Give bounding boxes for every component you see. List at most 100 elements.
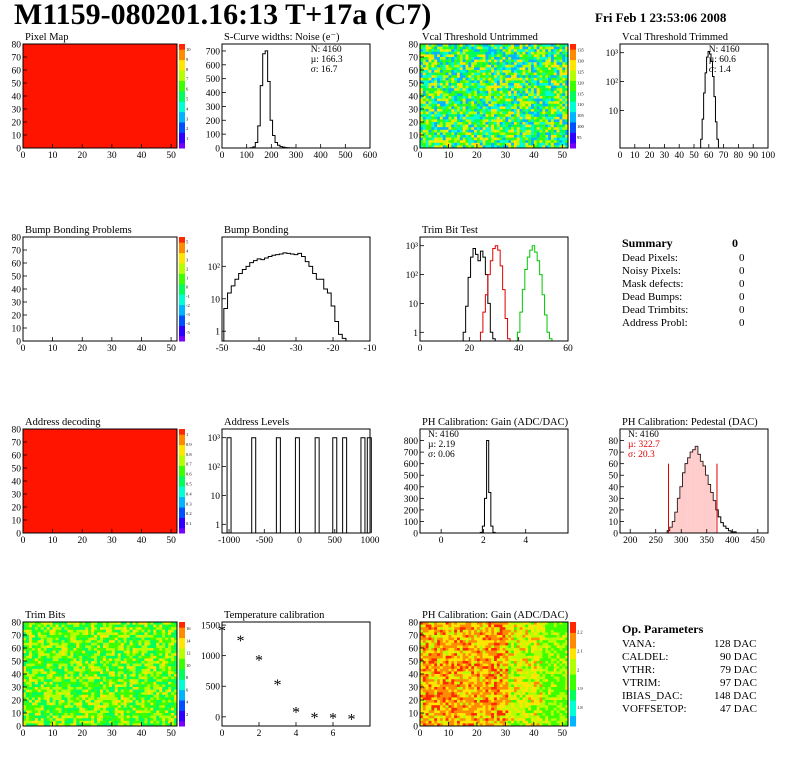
heatmap-cell [499, 124, 503, 128]
heatmap-cell [488, 98, 492, 102]
heatmap-cell [147, 710, 151, 714]
heatmap-cell [465, 59, 469, 63]
heatmap-cell [434, 70, 438, 73]
heatmap-cell [485, 111, 489, 115]
heatmap-cell [147, 715, 151, 719]
heatmap-cell [108, 624, 113, 628]
heatmap-cell [556, 96, 560, 99]
heatmap-cell [459, 85, 463, 89]
heatmap-cell [434, 57, 438, 60]
heatmap-cell [88, 679, 92, 683]
heatmap-cell [156, 705, 160, 709]
heatmap-cell [162, 694, 166, 698]
heatmap-cell [31, 635, 36, 638]
heatmap-cell [108, 689, 113, 693]
heatmap-cell [525, 101, 529, 105]
heatmap-cell [150, 681, 154, 685]
heatmap-cell [150, 671, 154, 675]
hist-trim2 [479, 245, 511, 341]
heatmap-cell [46, 702, 50, 706]
heatmap-cell [508, 116, 512, 120]
heatmap-cell [499, 145, 503, 149]
palette-cell [179, 132, 185, 139]
heatmap-cell [522, 64, 526, 68]
heatmap-cell [505, 142, 509, 146]
heatmap-cell [445, 70, 449, 73]
heatmap-cell [150, 635, 154, 638]
heatmap-cell [545, 59, 549, 63]
heatmap-cell [108, 668, 113, 672]
heatmap-cell [542, 72, 546, 76]
heatmap-cell [468, 51, 472, 55]
heatmap-cell [437, 116, 441, 120]
heatmap-cell [171, 707, 175, 711]
heatmap-cell [496, 85, 500, 89]
heatmap-cell [494, 135, 498, 138]
heatmap-cell [40, 713, 45, 716]
heatmap-cell [499, 127, 503, 131]
heatmap-cell [111, 687, 116, 690]
heatmap-cell [70, 710, 74, 714]
heatmap-cell [431, 127, 435, 131]
heatmap-cell [132, 684, 136, 688]
heatmap-cell [150, 627, 154, 631]
palette-cell [570, 122, 576, 128]
heatmap-cell [102, 650, 107, 654]
heatmap-cell [494, 90, 498, 94]
heatmap-cell [425, 661, 429, 664]
heatmap-cell [531, 116, 535, 120]
heatmap-cell [156, 637, 160, 641]
heatmap-cell [559, 80, 563, 84]
heatmap-cell [126, 674, 130, 677]
heatmap-cell [94, 692, 98, 696]
heatmap-cell [531, 72, 535, 76]
heatmap-cell [522, 70, 526, 73]
heatmap-cell [559, 132, 563, 136]
plot-title: PH Calibration: Gain (ADC/DAC) [422, 417, 569, 428]
heatmap-cell [553, 137, 557, 141]
heatmap-cell [462, 62, 466, 66]
heatmap-cell [479, 54, 483, 58]
heatmap-cell [434, 83, 438, 86]
heatmap-cell [64, 655, 68, 659]
heatmap-cell [76, 663, 80, 667]
heatmap-cell [425, 80, 429, 84]
heatmap-cell [437, 51, 441, 55]
heatmap-cell [505, 93, 509, 97]
heatmap-cell [162, 637, 166, 641]
heatmap-cell [437, 137, 441, 141]
palette-label: 4 [186, 106, 189, 111]
heatmap-cell [150, 637, 154, 641]
heatmap-cell [165, 684, 169, 688]
heatmap-cell [437, 668, 441, 672]
heatmap-cell [485, 83, 489, 86]
heatmap-cell [451, 109, 455, 112]
heatmap-cell [156, 645, 160, 649]
heatmap-cell [434, 109, 438, 112]
heatmap-cell [439, 111, 444, 115]
heatmap-cell [565, 70, 569, 73]
heatmap-cell [491, 75, 495, 79]
heatmap-cell [34, 666, 39, 670]
heatmap-cell [420, 697, 424, 701]
x-tick-label: 10 [630, 151, 640, 161]
heatmap-cell [434, 718, 438, 722]
heatmap-cell [420, 49, 424, 53]
heatmap-cell [153, 707, 157, 711]
heatmap-cell [553, 106, 557, 110]
heatmap-cell [539, 93, 543, 97]
heatmap-cell [153, 666, 157, 670]
y-tick-label: 0 [16, 530, 21, 540]
heatmap-cell [556, 132, 560, 136]
heatmap-cell [536, 59, 540, 63]
heatmap-cell [58, 702, 62, 706]
heatmap-cell [502, 114, 506, 118]
heatmap-cell [437, 70, 441, 73]
heatmap-cell [437, 57, 441, 60]
heatmap-cell [420, 720, 424, 724]
heatmap-cell [454, 67, 458, 71]
heatmap-cell [548, 75, 552, 79]
heatmap-cell [522, 111, 526, 115]
heatmap-cell [550, 72, 555, 76]
